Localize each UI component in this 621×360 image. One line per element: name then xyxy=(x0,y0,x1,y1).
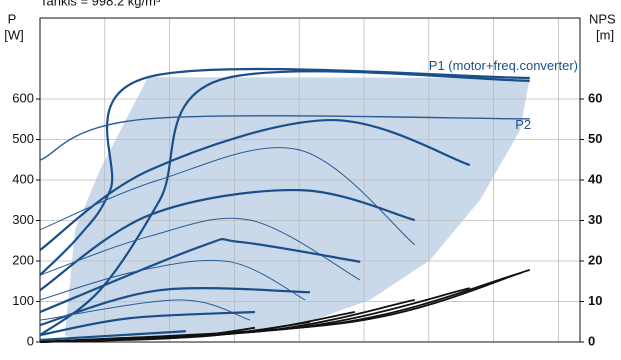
y2-axis-unit: [m] xyxy=(596,27,614,42)
curve xyxy=(39,217,361,281)
y-tick-label: 0 xyxy=(27,333,34,348)
curve xyxy=(39,237,361,314)
y-tick-label: 600 xyxy=(12,90,34,105)
y2-tick-label: 40 xyxy=(588,171,602,186)
y2-tick-label: 60 xyxy=(588,90,602,105)
y-tick-label: 500 xyxy=(12,131,34,146)
curve xyxy=(39,147,416,246)
curve xyxy=(39,269,531,343)
curve xyxy=(39,118,471,251)
annotation: P2 xyxy=(515,117,531,132)
curve xyxy=(39,259,306,301)
curve xyxy=(39,67,530,276)
chart-title: Tankis = 998.2 kg/m³ xyxy=(40,0,161,8)
y-tick-label: 400 xyxy=(12,171,34,186)
curve xyxy=(39,70,530,336)
y2-tick-label: 0 xyxy=(588,333,595,348)
y-tick-label: 100 xyxy=(12,293,34,308)
y2-tick-label: 50 xyxy=(588,131,602,146)
y-tick-label: 300 xyxy=(12,212,34,227)
curve xyxy=(39,330,186,342)
y2-axis-label: NPS xyxy=(589,11,616,26)
y2-tick-label: 20 xyxy=(588,252,602,267)
operating-area xyxy=(64,77,530,342)
curve xyxy=(39,310,255,337)
y2-tick-label: 30 xyxy=(588,212,602,227)
y-axis-label: P xyxy=(8,11,17,26)
y-axis-unit: [W] xyxy=(4,27,24,42)
y-tick-label: 200 xyxy=(12,252,34,267)
annotation: P1 (motor+freq.converter) xyxy=(429,58,578,73)
y2-tick-label: 10 xyxy=(588,293,602,308)
curve xyxy=(39,188,416,292)
curve xyxy=(39,115,530,161)
